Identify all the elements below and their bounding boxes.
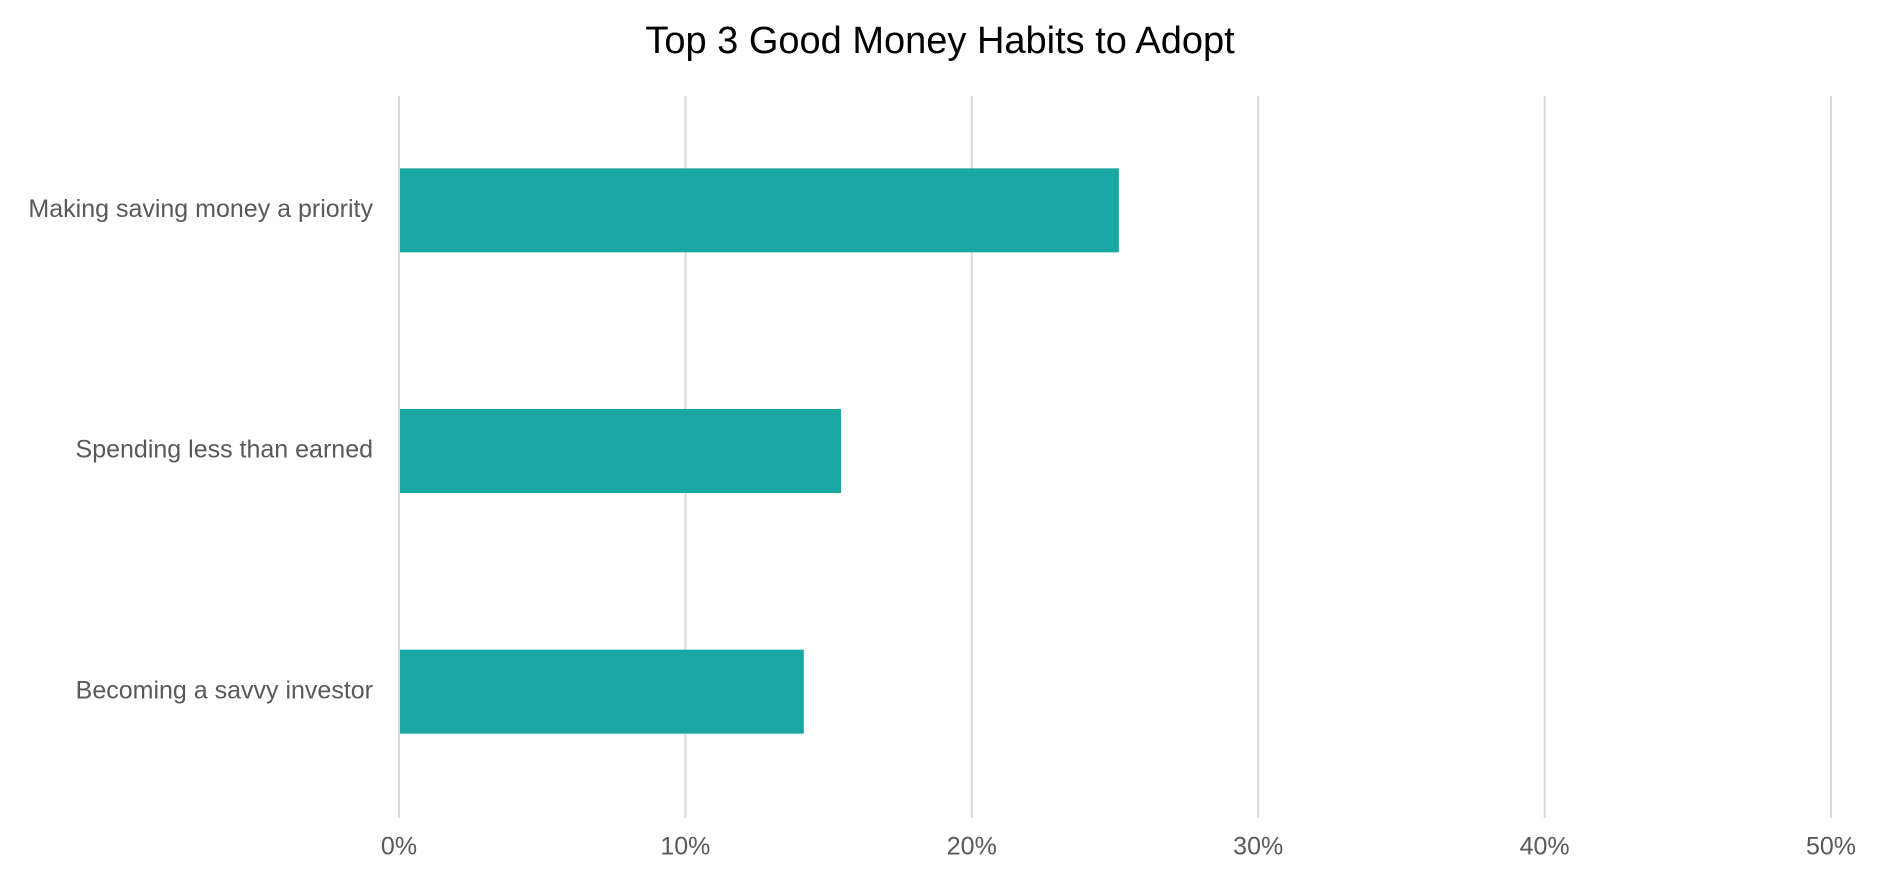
x-tick-label: 30% <box>1233 833 1283 861</box>
x-tick-label: 0% <box>381 833 417 861</box>
bar <box>400 649 804 734</box>
x-tick-label: 20% <box>947 833 997 861</box>
chart-title: Top 3 Good Money Habits to Adopt <box>645 20 1235 62</box>
x-tick-label: 50% <box>1806 833 1856 861</box>
x-tick-label: 10% <box>660 833 710 861</box>
y-tick-label: Making saving money a priority <box>28 195 373 223</box>
bar <box>400 168 1119 253</box>
y-tick-label: Spending less than earned <box>76 436 373 464</box>
x-tick-label: 40% <box>1520 833 1570 861</box>
y-tick-label: Becoming a savvy investor <box>76 676 373 704</box>
bar <box>400 409 842 493</box>
